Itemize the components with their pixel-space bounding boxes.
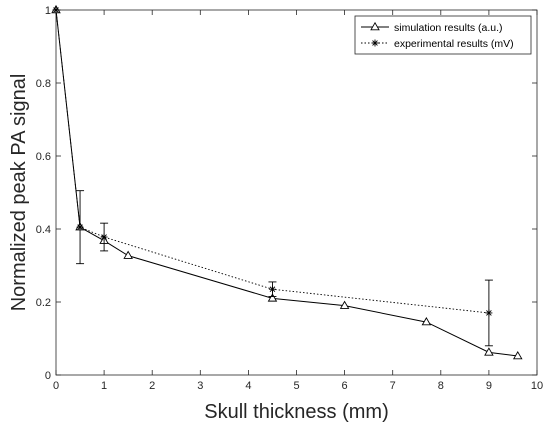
- x-tick-label: 7: [390, 380, 396, 392]
- x-tick-label: 1: [101, 380, 107, 392]
- data-point-star: [485, 309, 493, 317]
- data-point-star: [100, 233, 108, 241]
- y-tick-label: 0.6: [36, 151, 51, 163]
- legend-entry-2: experimental results (mV): [394, 38, 514, 50]
- data-point-star: [268, 285, 276, 293]
- y-tick-label: 0.2: [36, 297, 51, 309]
- data-point-star: [76, 223, 84, 231]
- data-point-triangle: [267, 293, 278, 302]
- x-tick-label: 5: [293, 380, 299, 392]
- legend-marker-triangle: [370, 21, 380, 31]
- x-tick-label: 10: [531, 380, 543, 392]
- data-point-triangle: [512, 350, 523, 360]
- y-tick-label: 0: [45, 370, 51, 382]
- data-point-triangle: [421, 316, 432, 326]
- y-tick-label: 1: [45, 5, 51, 17]
- x-tick-label: 0: [53, 380, 59, 392]
- x-tick-label: 2: [149, 380, 155, 392]
- x-tick-label: 3: [197, 380, 203, 392]
- legend-entry-1: simulation results (a.u.): [394, 22, 503, 34]
- plot-area: 0 1 2 3 4 5 6 7 8 9 10 0 0.2 0.4 0.6 0.8 1 simulation res…: [36, 4, 543, 392]
- legend-marker-star: [371, 39, 379, 47]
- legend: simulation results (a.u.) experimental re…: [354, 15, 532, 55]
- y-axis-label: Normalized peak PA signal: [8, 74, 30, 312]
- data-point-triangle: [339, 300, 350, 309]
- legend-box: [354, 15, 532, 55]
- y-tick-label: 0.8: [36, 78, 51, 90]
- data-point-star: [52, 6, 60, 14]
- data-point-triangle: [123, 250, 133, 259]
- x-tick-label: 9: [486, 380, 492, 392]
- y-tick-label: 0.4: [36, 224, 51, 236]
- x-axis-label: Skull thickness (mm): [204, 401, 388, 423]
- x-tick-label: 8: [438, 380, 444, 392]
- x-tick-label: 4: [245, 380, 251, 392]
- x-tick-label: 6: [342, 380, 348, 392]
- data-point-triangle: [484, 347, 494, 356]
